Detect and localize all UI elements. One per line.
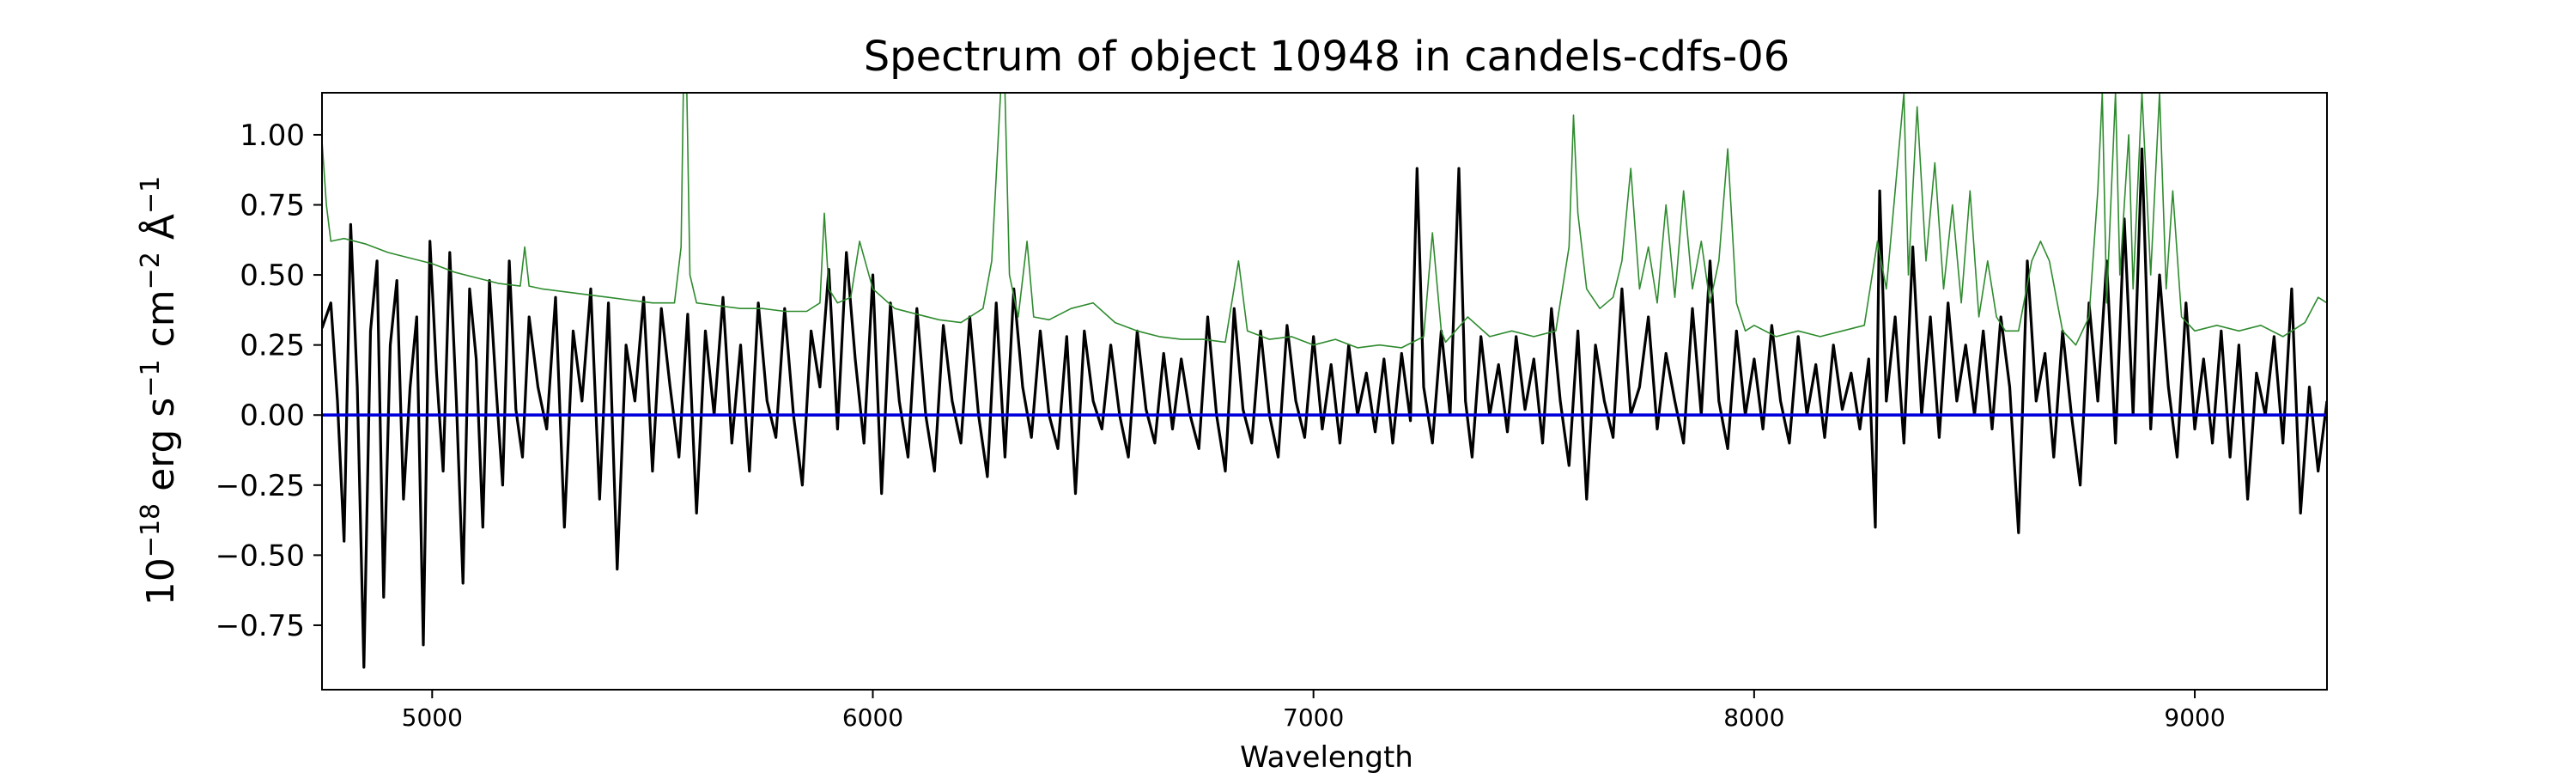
y-tick-label: 0.25 <box>240 329 305 363</box>
y-axis-label-part: Å <box>137 214 183 252</box>
y-tick-label: 1.00 <box>240 119 305 153</box>
x-tick-label: 5000 <box>402 703 463 732</box>
y-axis-label-part: −2 <box>136 252 166 289</box>
y-tick-label: 0.00 <box>240 399 305 433</box>
y-tick-label: −0.50 <box>216 539 305 573</box>
y-axis-label-part: −1 <box>136 359 166 397</box>
x-axis-label: Wavelength <box>1240 740 1413 773</box>
y-tick-label: −0.75 <box>216 609 305 643</box>
plot-frame <box>321 92 2328 691</box>
chart-title: Spectrum of object 10948 in candels-cdfs… <box>864 33 1790 81</box>
x-tick-label: 8000 <box>1723 703 1784 732</box>
y-axis-label: 10−18 erg s−1 cm−2 Å−1 <box>136 176 184 606</box>
y-axis-label-part: cm <box>139 289 183 359</box>
series-flux-line <box>322 147 2327 669</box>
y-axis-label-part: erg s <box>139 398 183 503</box>
y-axis-label-part: 10 <box>139 557 183 606</box>
x-tick-label: 6000 <box>842 703 903 732</box>
y-axis-label-part: −1 <box>136 176 166 214</box>
x-axis-ticks: 5000 6000 7000 8000 9000 <box>402 690 2226 732</box>
y-tick-label: −0.25 <box>216 469 305 503</box>
y-tick-label: 0.75 <box>240 189 305 223</box>
y-axis-ticks: −0.75 −0.50 −0.25 0.00 0.25 0.50 0.75 1.00 <box>216 119 322 643</box>
y-tick-label: 0.50 <box>240 259 305 293</box>
series-error-line <box>322 93 2327 349</box>
y-axis-label-part: −18 <box>136 503 166 557</box>
x-tick-label: 7000 <box>1283 703 1344 732</box>
x-tick-label: 9000 <box>2164 703 2225 732</box>
series-layer <box>322 93 2327 669</box>
